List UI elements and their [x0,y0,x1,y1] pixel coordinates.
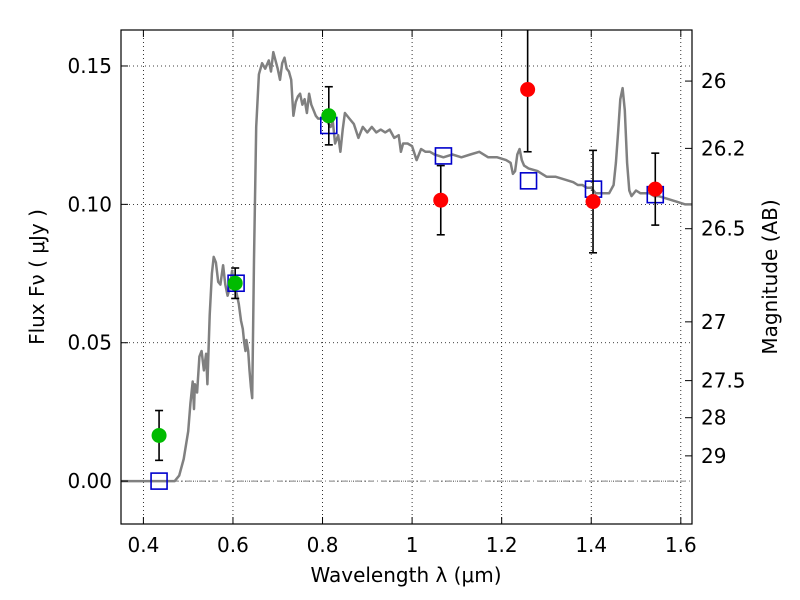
y-tick-label: 0.00 [67,469,112,493]
model-flux-box [150,472,168,490]
y-tick-label: 0.10 [67,192,112,216]
mag-tick-label: 26 [701,69,726,93]
right-axis-title: Magnitude (AB) [758,199,782,354]
mag-tick-label: 28 [701,406,726,430]
x-tick-label: 0.4 [127,533,159,557]
y-tick-label: 0.15 [67,54,112,78]
red-flux-point [647,181,663,197]
x-tick-label: 1.4 [575,533,607,557]
mag-tick-label: 29 [701,444,726,468]
x-tick-label: 0.8 [307,533,339,557]
mag-tick-label: 27 [701,310,726,334]
x-tick-label: 1 [406,533,419,557]
model-spectrum-layer [121,50,692,483]
x-tick-label: 0.6 [217,533,249,557]
x-tick-label: 1.6 [665,533,697,557]
red-flux-point [585,194,601,210]
observed-points-layer [151,30,663,462]
model-spectrum-line [121,50,692,483]
model-flux-box [519,172,538,190]
red-flux-point [433,192,449,208]
x-axis-title: Wavelength λ (μm) [310,563,501,587]
mag-tick-label: 26.5 [701,217,746,241]
plot-frame [120,29,693,525]
model-flux-box [434,147,453,165]
y-tick-label: 0.05 [67,331,112,355]
green-flux-point [227,275,243,291]
y-axis-title: Flux Fν ( μJy ) [25,209,49,345]
x-tick-label: 1.2 [486,533,518,557]
mag-tick-label: 26.2 [701,136,746,160]
plot-background [121,30,692,524]
green-flux-point [321,108,337,124]
ticks: 0.4 0.6 0.8 1 1.2 1.4 1.6 0.00 0.05 0.10 0.15 26 26.… [67,30,746,557]
mag-tick-label: 27.5 [701,369,746,393]
green-flux-point [151,427,167,443]
red-flux-point [520,82,536,98]
